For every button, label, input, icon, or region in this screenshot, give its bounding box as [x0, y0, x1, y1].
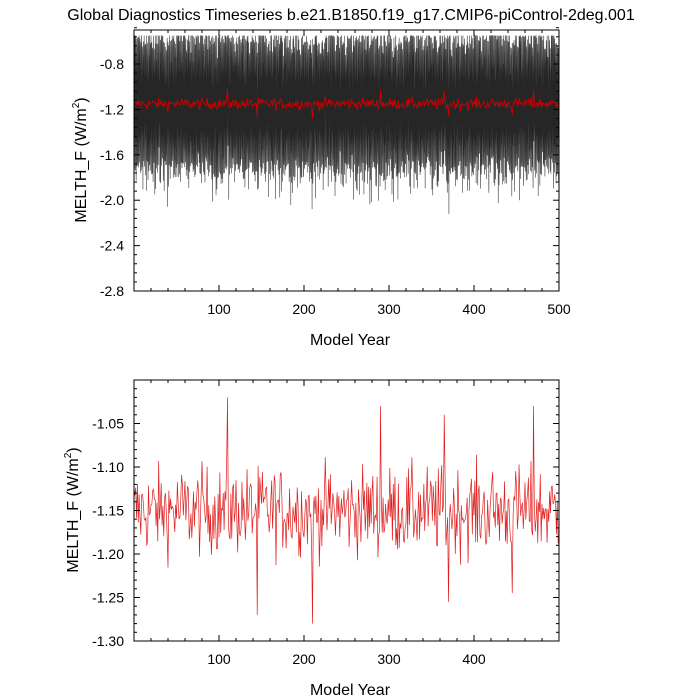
x-tick-label: 100 [207, 301, 231, 317]
annual-series [133, 397, 559, 624]
x-tick-label: 400 [462, 651, 486, 667]
y-tick-label: -2.0 [100, 192, 124, 208]
y-axis-label: MELTH_F (W/m2) [71, 97, 90, 222]
monthly-series [133, 34, 560, 215]
x-tick-label: 400 [462, 301, 486, 317]
x-tick-label: 300 [377, 301, 401, 317]
y-tick-label: -0.8 [100, 56, 124, 72]
plot-frame [133, 29, 560, 292]
axis-ticks [133, 27, 560, 292]
x-tick-label: 200 [292, 301, 316, 317]
y-tick-label: -1.20 [92, 546, 124, 562]
y-tick-label: -1.05 [92, 416, 124, 432]
annual-line [133, 397, 559, 624]
x-tick-label: 200 [292, 651, 316, 667]
x-tick-labels: 100 200 300 400 500 [207, 301, 571, 317]
x-axis-label: Model Year [310, 332, 391, 349]
x-tick-label: 100 [207, 651, 231, 667]
annual-line [133, 88, 559, 119]
monthly-line [133, 34, 560, 215]
y-tick-label: -1.25 [92, 590, 124, 606]
x-axis-label: Model Year [310, 682, 391, 699]
annual-series [133, 88, 559, 119]
x-tick-label: 300 [377, 651, 401, 667]
y-tick-label: -1.10 [92, 459, 124, 475]
x-tick-label: 500 [547, 301, 571, 317]
y-tick-label: -2.4 [100, 238, 124, 254]
y-tick-labels: -1.05 -1.10 -1.15 -1.20 -1.25 -1.30 [92, 416, 124, 650]
y-tick-label: -1.2 [100, 101, 124, 117]
y-tick-label: -1.6 [100, 147, 124, 163]
top-panel: 100 200 300 400 500 -0.8 -1.2 -1.6 -2.0 -2.4 -2.8… [71, 27, 571, 349]
y-tick-label: -1.15 [92, 503, 124, 519]
y-tick-label: -2.8 [100, 283, 124, 299]
chart-title: Global Diagnostics Timeseries b.e21.B185… [67, 7, 635, 24]
plot-frame [133, 379, 560, 642]
y-tick-labels: -0.8 -1.2 -1.6 -2.0 -2.4 -2.8 [100, 56, 124, 299]
x-tick-labels: 100 200 300 400 [207, 651, 486, 667]
y-tick-label: -1.30 [92, 633, 124, 649]
y-axis-label: MELTH_F (W/m2) [63, 447, 82, 572]
bottom-panel: 100 200 300 400 -1.05-1.10-1.15-1.20-1.25-1… [63, 379, 560, 699]
axis-ticks [133, 379, 560, 642]
